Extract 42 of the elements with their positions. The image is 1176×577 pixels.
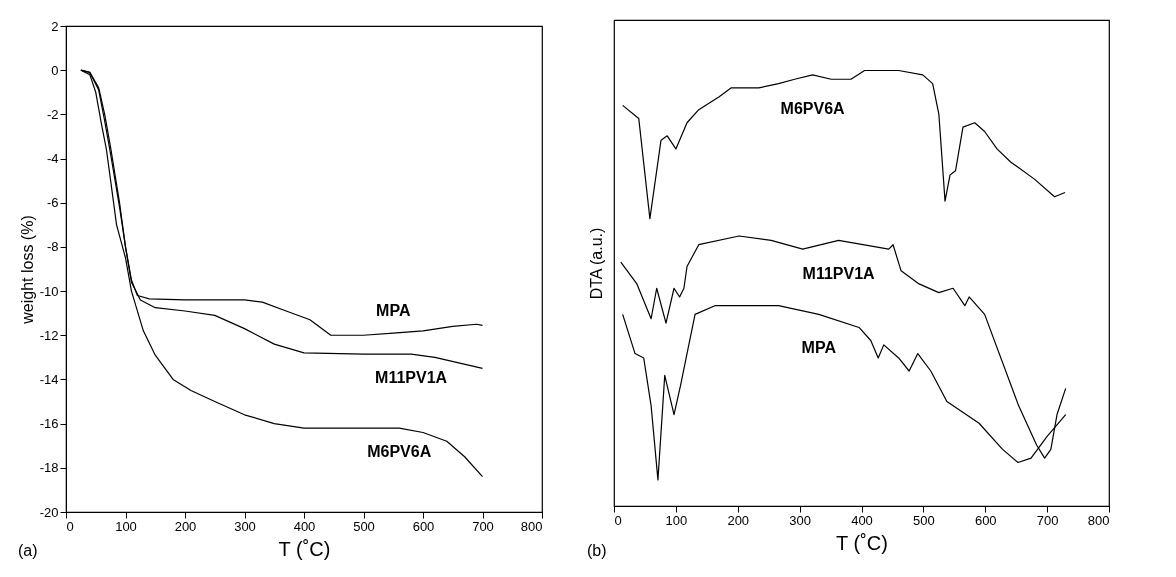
x-tick-label: 600	[412, 518, 435, 534]
x-tick-label: 300	[234, 518, 256, 534]
y-axis-title: DTA (a.u.)	[587, 227, 605, 300]
series-label: M6PV6A	[780, 99, 846, 117]
series-label: M11PV1A	[375, 369, 448, 387]
x-tick-label: 800	[1087, 512, 1110, 528]
y-tick-label: -4	[46, 151, 59, 167]
text: (b)	[587, 542, 607, 560]
x-tick-label: 300	[789, 512, 811, 528]
x-tick-label: 500	[353, 518, 375, 534]
x-tick-label: 100	[115, 518, 137, 534]
y-axis-title: weight loss (%)	[18, 215, 36, 325]
x-tick-label: 100	[665, 512, 688, 528]
y-tick-label: -18	[39, 460, 59, 476]
y-tick-label: -12	[39, 327, 59, 343]
y-tick-label: -14	[39, 371, 59, 387]
x-tick-label: 700	[472, 518, 494, 534]
x-tick-label: 600	[974, 512, 997, 528]
y-tick-label: -8	[46, 239, 59, 255]
series-label: M11PV1A	[802, 265, 876, 283]
y-tick-label: -6	[46, 195, 59, 211]
x-axis-title: T (˚C)	[278, 537, 331, 560]
x-axis-title: T (˚C)	[836, 531, 888, 554]
y-tick-label: 2	[51, 18, 59, 34]
y-tick-label: -10	[39, 283, 59, 299]
series-label: MPA	[801, 339, 837, 357]
x-tick-label: 0	[66, 518, 74, 534]
x-tick-label: 400	[293, 518, 316, 534]
y-tick-label: -16	[39, 416, 59, 432]
series-label: M6PV6A	[367, 443, 432, 461]
y-tick-label: -20	[39, 504, 59, 520]
x-tick-label: 200	[174, 518, 197, 534]
x-tick-label: 800	[520, 518, 543, 534]
x-tick-label: 200	[727, 512, 750, 528]
x-tick-label: 500	[913, 512, 935, 528]
y-tick-label: 0	[51, 62, 59, 78]
x-tick-label: 700	[1036, 512, 1059, 528]
x-tick-label: 400	[851, 512, 873, 528]
text: (a)	[18, 542, 38, 560]
y-tick-label: -2	[46, 106, 59, 122]
series-label: MPA	[376, 302, 411, 320]
x-tick-label: 0	[614, 512, 622, 528]
